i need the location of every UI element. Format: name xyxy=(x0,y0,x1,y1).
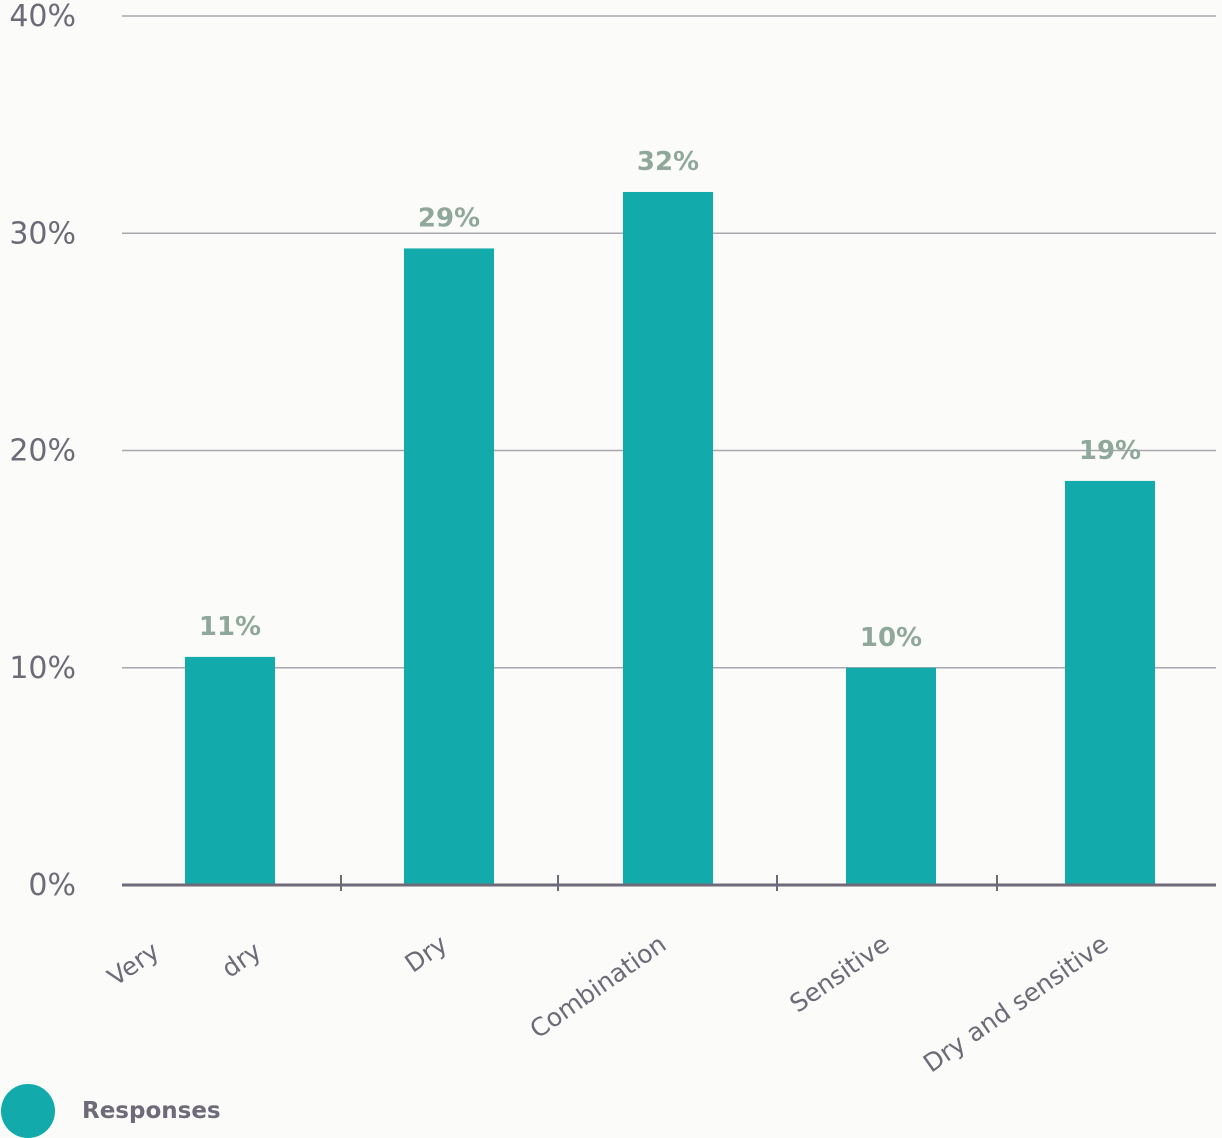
data-label: 29% xyxy=(418,203,480,233)
y-tick-label: 40% xyxy=(9,0,76,34)
legend-label-responses: Responses xyxy=(82,1098,221,1124)
x-tick-label: Dry xyxy=(399,929,452,978)
y-tick-label: 10% xyxy=(9,651,76,686)
x-tick-label: Very xyxy=(102,936,164,992)
legend-swatch-responses xyxy=(1,1084,55,1138)
x-tick-label: Dry and sensitive xyxy=(918,929,1114,1078)
data-label: 11% xyxy=(199,612,261,642)
data-label: 19% xyxy=(1079,436,1141,466)
legend: Responses xyxy=(0,1083,221,1138)
data-label: 10% xyxy=(860,623,922,653)
x-tick-label: Sensitive xyxy=(784,929,894,1018)
x-tick-label: dry xyxy=(216,936,266,983)
bar xyxy=(1065,480,1155,885)
x-tick-label: Combination xyxy=(525,929,672,1044)
bar xyxy=(185,656,275,885)
y-tick-label: 0% xyxy=(28,868,76,903)
y-tick-label: 30% xyxy=(9,216,76,251)
bar xyxy=(623,191,713,885)
bar xyxy=(846,667,936,885)
y-tick-label: 20% xyxy=(9,434,76,469)
data-label: 32% xyxy=(637,147,699,177)
bar xyxy=(404,248,494,885)
